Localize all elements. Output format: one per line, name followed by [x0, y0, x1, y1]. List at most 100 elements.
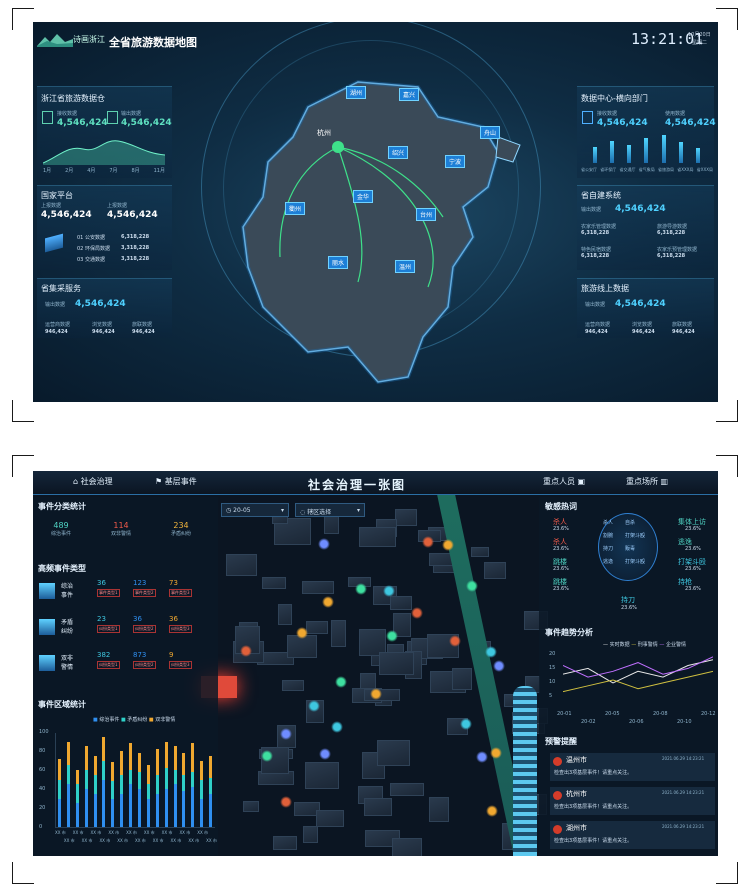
row-value: 3,318,228 — [121, 256, 150, 262]
event-marker-icon[interactable] — [386, 629, 399, 642]
series-bar — [84, 789, 88, 827]
hot-word-percent: 23.6% — [685, 586, 701, 592]
tab-social-governance[interactable]: ⌂ 社会治理 — [73, 477, 113, 486]
x-tick: 20-08 — [653, 711, 668, 717]
city-tag[interactable]: 衢州 — [285, 202, 306, 215]
output-label: 输出数据 — [45, 302, 66, 308]
hot-word-percent: 23.6% — [621, 605, 637, 611]
database-icon — [582, 111, 593, 124]
panel-title: 数据中心-横向部门 — [581, 94, 648, 103]
hot-word[interactable]: 逃逸 — [678, 538, 692, 546]
type-tag[interactable]: 纠纷类型1 — [97, 661, 120, 669]
warning-item[interactable]: 湖州市 2021.06.29 14:23:21 检查出3项基层事件！请重点关注。 — [550, 821, 715, 849]
row-label: 03 交通数据 — [77, 257, 105, 263]
globe-word: 自杀 — [625, 520, 636, 526]
x-tick: XX 市 — [143, 830, 155, 835]
building — [306, 620, 329, 634]
online-data-panel: 旅游线上数据 输出数据 4,546,424 运营商数据 浏览数据 旅联数据 94… — [577, 278, 714, 338]
city-tag[interactable]: 宁波 — [445, 155, 466, 168]
warning-item[interactable]: 杭州市 2021.06.29 14:23:21 检查出3项基层事件！请重点关注。 — [550, 787, 715, 815]
type-count: 36 — [133, 615, 142, 623]
type-name: 事件 — [61, 592, 74, 599]
hot-word[interactable]: 跳楼 — [553, 558, 567, 566]
type-count: 23 — [97, 615, 106, 623]
type-icon — [39, 655, 55, 671]
event-marker-icon[interactable] — [334, 675, 347, 688]
event-marker-icon[interactable] — [383, 585, 396, 598]
event-marker-icon[interactable] — [410, 606, 423, 619]
event-marker-icon[interactable] — [260, 749, 273, 762]
event-marker-icon[interactable] — [369, 688, 382, 701]
type-tag[interactable]: 纠纷类型3 — [169, 625, 192, 633]
event-marker-icon[interactable] — [475, 750, 488, 763]
event-marker-icon[interactable] — [239, 645, 252, 658]
bar-mark — [695, 148, 700, 163]
event-marker-icon[interactable] — [466, 579, 479, 592]
hot-word[interactable]: 持刀 — [621, 596, 635, 604]
event-marker-icon[interactable] — [330, 721, 343, 734]
city-tag[interactable]: 湖州 — [346, 86, 367, 99]
city-tag[interactable]: 温州 — [395, 260, 416, 273]
series-bar — [209, 793, 213, 827]
hot-word[interactable]: 打架斗殴 — [678, 558, 706, 566]
classify-item: 489 综治事件 — [51, 521, 71, 537]
city-tag[interactable]: 嘉兴 — [399, 88, 420, 101]
type-tag[interactable]: 纠纷类型3 — [169, 661, 192, 669]
alert-icon — [553, 791, 562, 800]
region-select[interactable]: ◌ 辖区选择 ▾ — [295, 503, 365, 517]
month-label: 7月 — [109, 168, 118, 174]
tab-key-places[interactable]: 重点场所 ▥ — [626, 477, 669, 486]
panel-title: 省自建系统 — [581, 191, 621, 200]
type-tag[interactable]: 事件类型2 — [133, 589, 156, 597]
city-tag[interactable]: 杭州 — [317, 129, 331, 137]
event-marker-icon[interactable] — [296, 626, 309, 639]
event-marker-icon[interactable] — [486, 804, 498, 817]
hot-word[interactable]: 杀人 — [553, 538, 567, 546]
city-tag[interactable]: 台州 — [416, 208, 437, 221]
event-marker-icon[interactable] — [489, 746, 502, 759]
type-tag[interactable]: 事件类型1 — [97, 589, 120, 597]
hot-word[interactable]: 杀人 — [553, 518, 567, 526]
dept-axis: 省公安厅 省环保厅 省交通厅 省气象局 省旅游局 省XXX局 省XXX局 — [581, 167, 713, 173]
event-marker-icon[interactable] — [318, 748, 331, 761]
type-count: 73 — [169, 579, 178, 587]
legend-label: 双非警情 — [155, 717, 176, 723]
tab-basic-events[interactable]: ⚑ 基层事件 — [155, 477, 197, 486]
x-tick: XX 市 — [81, 838, 93, 843]
event-marker-icon[interactable] — [459, 718, 472, 731]
type-tag[interactable]: 纠纷类型1 — [97, 625, 120, 633]
event-marker-icon[interactable] — [308, 700, 321, 713]
event-marker-icon[interactable] — [355, 582, 368, 595]
date-select[interactable]: ◷ 20-05 ▾ — [221, 503, 289, 517]
date-value: 20-05 — [233, 507, 251, 514]
receive-label: 接收数据 — [597, 111, 618, 117]
warning-item[interactable]: 温州市 2021.06.29 14:23:21 检查出3项基层事件！请重点关注。 — [550, 753, 715, 781]
type-tag[interactable]: 纠纷类型2 — [133, 625, 156, 633]
city-tag[interactable]: 舟山 — [480, 126, 501, 139]
event-marker-icon[interactable] — [485, 646, 497, 659]
event-marker-icon[interactable] — [322, 596, 335, 609]
row-value: 6,318,228 — [581, 230, 610, 236]
event-marker-icon[interactable] — [421, 536, 434, 549]
city-tag[interactable]: 金华 — [353, 190, 374, 203]
city-tag[interactable]: 丽水 — [328, 256, 349, 269]
event-marker-icon[interactable] — [442, 539, 455, 552]
event-marker-icon[interactable] — [492, 660, 505, 673]
hot-word[interactable]: 跳楼 — [553, 578, 567, 586]
event-marker-icon[interactable] — [449, 635, 462, 648]
building — [377, 739, 411, 767]
event-marker-icon[interactable] — [317, 538, 330, 551]
building — [358, 526, 397, 547]
type-tag[interactable]: 纠纷类型2 — [133, 661, 156, 669]
hot-word[interactable]: 持枪 — [678, 578, 692, 586]
event-marker-icon[interactable] — [279, 795, 292, 808]
hot-word[interactable]: 集体上访 — [678, 518, 706, 526]
type-tag[interactable]: 事件类型3 — [169, 589, 192, 597]
trend-legend: — 实时数据 — 刑事警情 — 企业警情 — [603, 642, 687, 648]
tab-key-persons[interactable]: 重点人员 ▣ — [543, 477, 586, 486]
x-tick: XX 市 — [206, 838, 217, 843]
city-tag[interactable]: 绍兴 — [388, 146, 409, 159]
event-marker-icon[interactable] — [279, 727, 292, 740]
output-label: 输出数据 — [585, 302, 606, 308]
hot-word-percent: 23.6% — [685, 526, 701, 532]
